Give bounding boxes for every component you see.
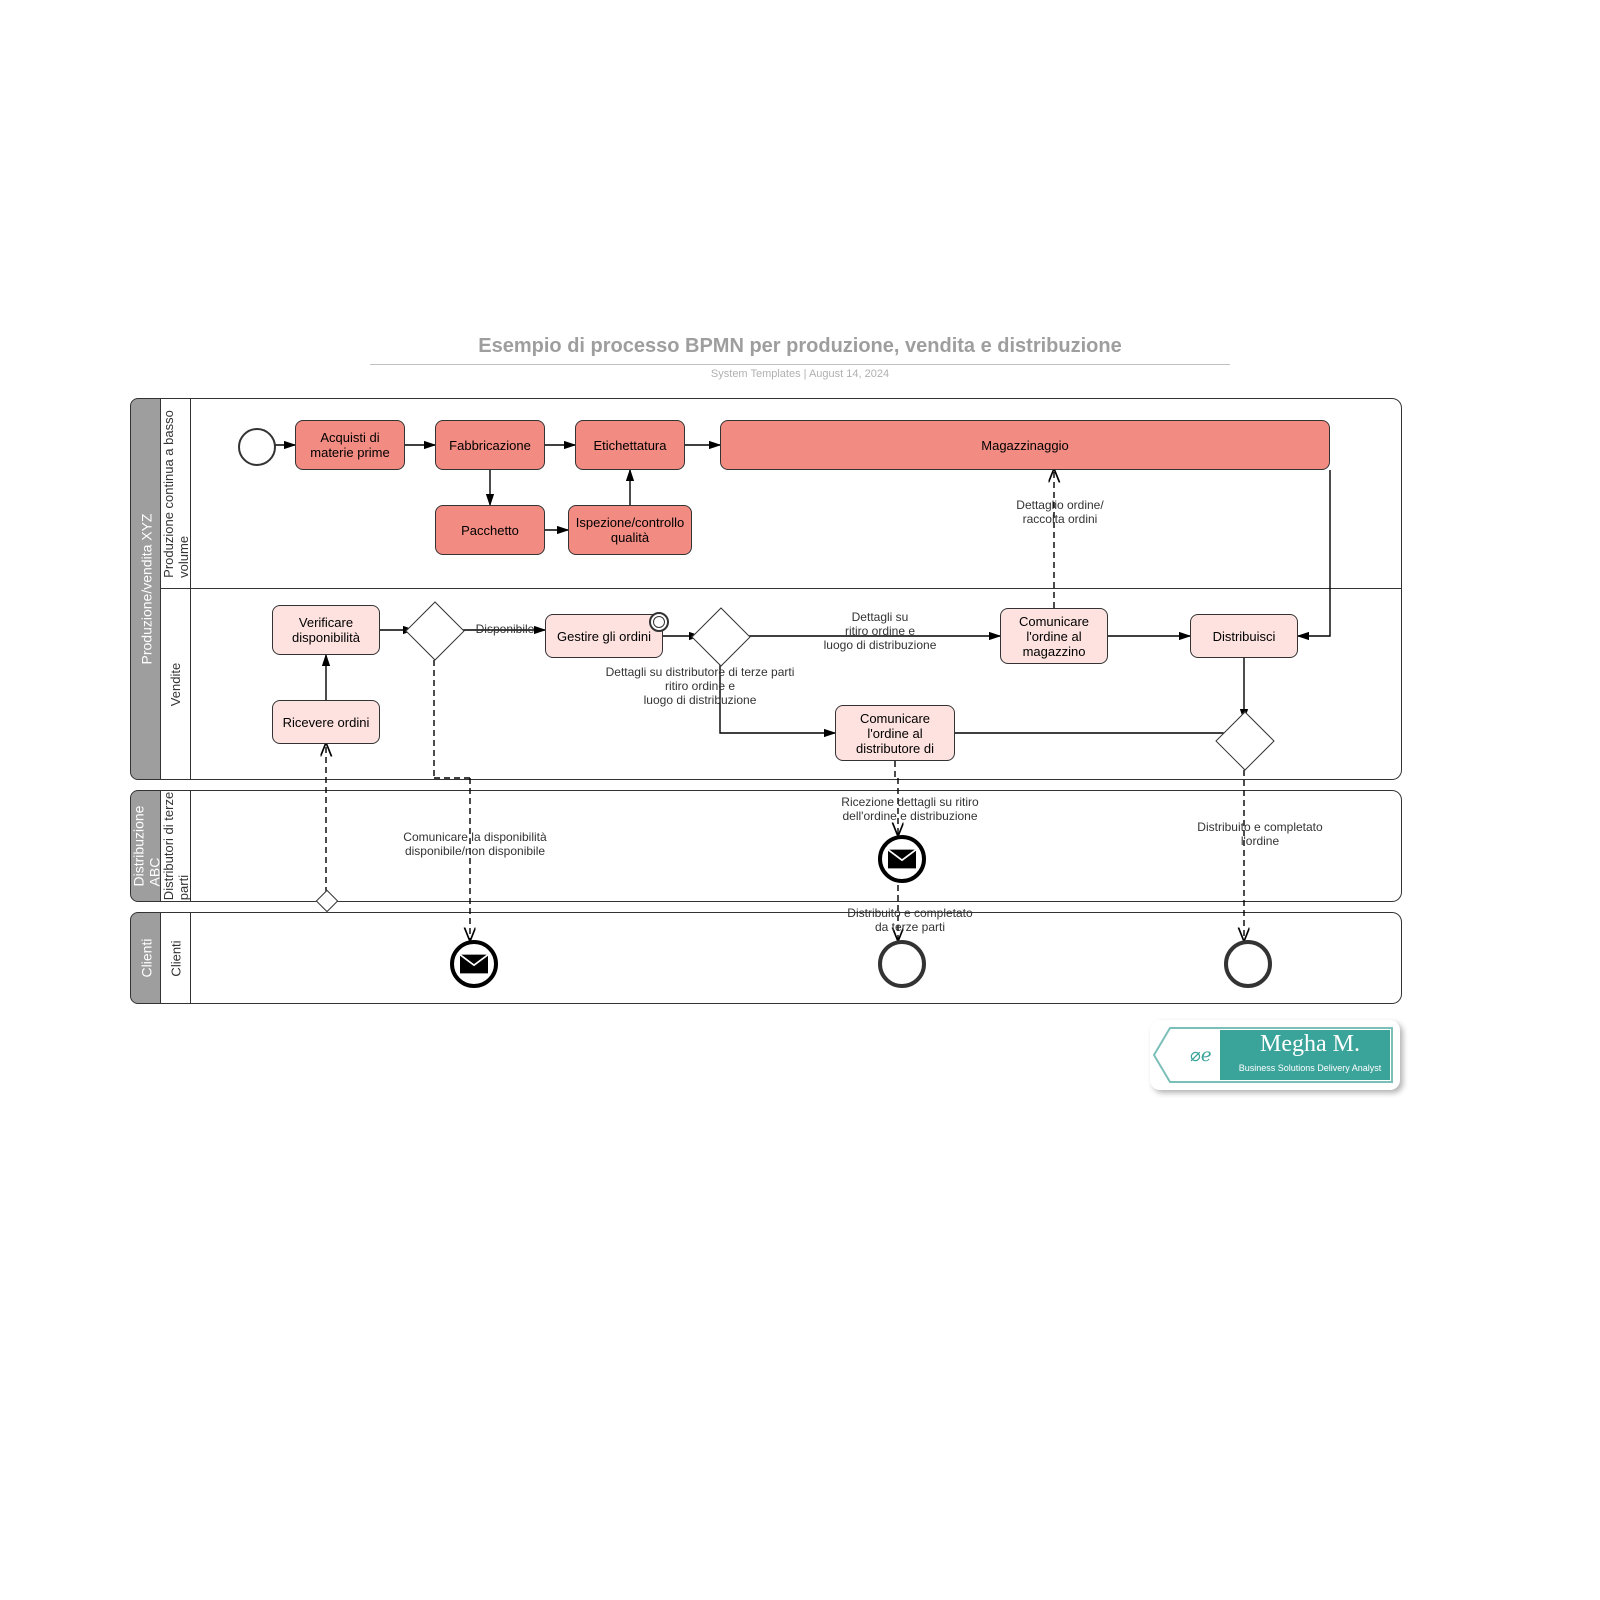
task-t-com-dist[interactable]: Comunicarel'ordine aldistributore di — [835, 705, 955, 761]
label-l-dett-ritiro: Dettagli suritiro ordine eluogo di distr… — [780, 610, 980, 652]
task-t-acquisti[interactable]: Acquisti dimaterie prime — [295, 420, 405, 470]
lane-header-lane-clients: Clienti — [160, 912, 192, 1004]
pool-header-pool-xyz: Produzione/vendita XYZ — [130, 398, 162, 780]
pool-header-pool-clients: Clienti — [130, 912, 162, 1004]
label-l-dett-3p: Dettagli su distributore di terze partir… — [560, 665, 840, 707]
event-e-end-client — [1224, 940, 1272, 988]
task-t-ricevere[interactable]: Ricevere ordini — [272, 700, 380, 744]
lane-header-lane-sales: Vendite — [160, 588, 192, 780]
event-e-start — [238, 428, 276, 466]
badge-logo-icon: ⌀ℯ — [1190, 1045, 1212, 1065]
task-t-verifica[interactable]: Verificaredisponibilità — [272, 605, 380, 655]
label-l-com-disp: Comunicare la disponibilitàdisponibile/n… — [355, 830, 595, 858]
label-l-disp: Disponibile — [465, 622, 545, 636]
lane-body-lane-clients — [190, 912, 1402, 1004]
bpmn-canvas: Esempio di processo BPMN per produzione,… — [0, 0, 1600, 1600]
label-l-ricez: Ricezione dettagli su ritirodell'ordine … — [800, 795, 1020, 823]
lane-header-lane-prod: Produzione continua a bassovolume — [160, 398, 192, 590]
task-t-etichettatura[interactable]: Etichettatura — [575, 420, 685, 470]
task-t-com-mag[interactable]: Comunicarel'ordine almagazzino — [1000, 608, 1108, 664]
badge-role: Business Solutions Delivery Analyst — [1239, 1063, 1382, 1073]
timer-icon — [649, 612, 669, 632]
task-t-ispezione[interactable]: Ispezione/controlloqualità — [568, 505, 692, 555]
label-l-dist-3p: Distribuito e completatoda terze parti — [800, 906, 1020, 934]
task-t-pacchetto[interactable]: Pacchetto — [435, 505, 545, 555]
task-t-magazzinaggio[interactable]: Magazzinaggio — [720, 420, 1330, 470]
badge-name: Megha M. — [1260, 1031, 1360, 1057]
task-t-gestire[interactable]: Gestire gli ordini — [545, 614, 663, 658]
diagram-title: Esempio di processo BPMN per produzione,… — [370, 335, 1230, 365]
event-e-msg-abc — [878, 835, 926, 883]
author-badge: ⌀ℯ Megha M. Business Solutions Delivery … — [1150, 1020, 1400, 1090]
diagram-subtitle: System Templates | August 14, 2024 — [370, 368, 1230, 380]
badge-shape: ⌀ℯ Megha M. Business Solutions Delivery … — [1150, 1020, 1400, 1090]
task-t-fabbricazione[interactable]: Fabbricazione — [435, 420, 545, 470]
pool-header-pool-abc: DistribuzioneABC — [130, 790, 162, 902]
event-e-end-client-3p — [878, 940, 926, 988]
label-l-dist-comp: Distribuito e completatol'ordine — [1160, 820, 1360, 848]
lane-header-lane-3p: Distributori di terzeparti — [160, 790, 192, 902]
event-e-msg-client — [450, 940, 498, 988]
label-l-dett-ord: Dettaglio ordine/raccolta ordini — [980, 498, 1140, 526]
task-t-distribuisci[interactable]: Distribuisci — [1190, 614, 1298, 658]
